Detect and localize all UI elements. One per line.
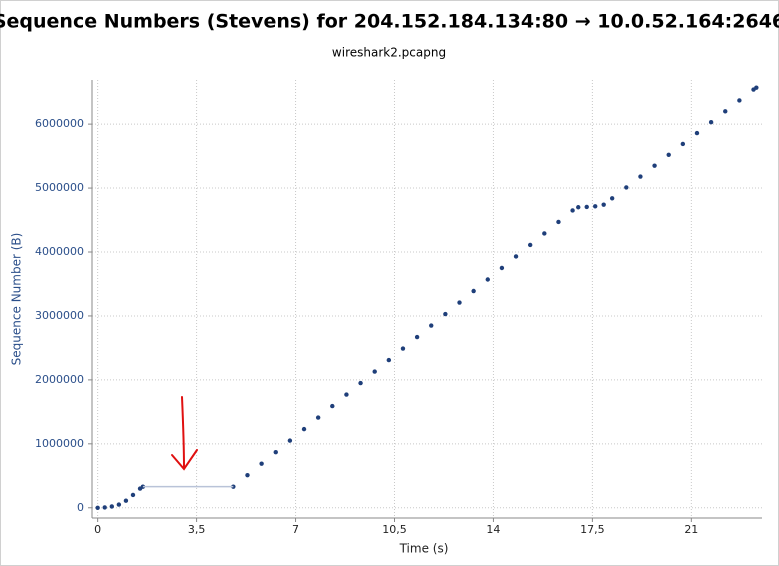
data-point [259, 461, 264, 466]
data-point [344, 392, 349, 397]
data-point [576, 205, 581, 210]
data-point [666, 152, 671, 158]
data-point [330, 403, 335, 409]
data-point [358, 380, 363, 386]
data-point [542, 231, 547, 236]
arrow-head [171, 449, 198, 471]
data-point [123, 498, 129, 503]
data-point [386, 357, 392, 363]
y-tick-label: 3000000 [35, 309, 84, 322]
data-point [457, 300, 462, 305]
data-point [471, 288, 476, 294]
y-tick-label: 5000000 [35, 181, 84, 194]
arrow-shaft [181, 396, 185, 469]
data-point [754, 85, 759, 90]
data-point [570, 208, 575, 213]
data-point [584, 204, 589, 210]
data-point [109, 504, 114, 509]
x-tick-label: 21 [684, 523, 698, 536]
data-point [95, 505, 100, 510]
data-point [301, 426, 307, 432]
data-point [694, 130, 700, 136]
chart-subtitle: wireshark2.pcapng [332, 46, 446, 60]
x-tick-label: 17,5 [580, 523, 605, 536]
y-tick-label: 6000000 [35, 117, 84, 130]
x-axis-label: Time (s) [399, 542, 449, 556]
data-point [513, 254, 519, 259]
data-point [638, 174, 643, 179]
data-point [556, 219, 561, 225]
data-point [414, 334, 420, 340]
data-point [130, 492, 136, 498]
x-tick-label: 10,5 [382, 523, 407, 536]
data-point [400, 346, 406, 351]
data-point [737, 98, 742, 103]
data-point [708, 120, 714, 125]
data-point [443, 311, 448, 317]
x-tick-label: 0 [94, 523, 101, 536]
data-point [593, 204, 598, 209]
data-point [273, 449, 278, 455]
data-point [609, 196, 615, 201]
data-point [245, 472, 250, 478]
data-point [680, 141, 686, 147]
data-point [102, 505, 107, 510]
data-point [372, 369, 377, 374]
annotation-arrow [171, 396, 198, 471]
grid [88, 80, 762, 522]
data-point [315, 415, 321, 420]
data-point [527, 242, 533, 248]
data-point [429, 323, 434, 328]
data-point [601, 202, 606, 207]
data-point [723, 109, 728, 114]
plot [95, 85, 759, 510]
data-point [652, 163, 657, 168]
data-point [287, 438, 293, 443]
y-axis-label: Sequence Number (B) [10, 233, 24, 366]
data-point [499, 265, 505, 271]
y-tick-label: 2000000 [35, 373, 84, 386]
data-point [485, 277, 490, 282]
y-tick-label: 0 [77, 501, 84, 514]
y-tick-label: 4000000 [35, 245, 84, 258]
x-tick-label: 7 [292, 523, 299, 536]
data-point [116, 502, 122, 507]
x-tick-label: 14 [486, 523, 500, 536]
chart-title: Sequence Numbers (Stevens) for 204.152.1… [0, 11, 779, 33]
data-point [624, 185, 629, 190]
y-tick-label: 1000000 [35, 437, 84, 450]
x-tick-label: 3,5 [188, 523, 206, 536]
